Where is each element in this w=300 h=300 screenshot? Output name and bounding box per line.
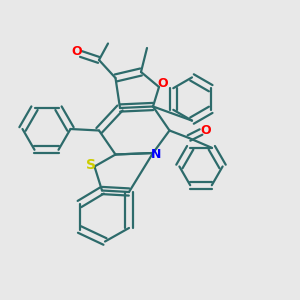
Text: O: O [200, 124, 211, 137]
Text: N: N [151, 148, 161, 161]
Text: O: O [71, 45, 82, 58]
Text: S: S [86, 158, 96, 172]
Text: O: O [157, 77, 168, 90]
